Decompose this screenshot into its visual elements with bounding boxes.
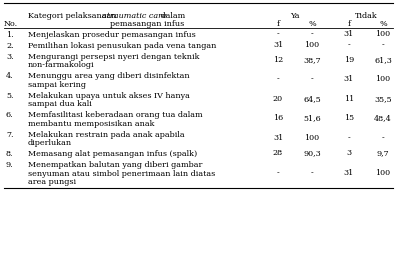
- Text: %: %: [308, 21, 316, 28]
- Text: 31: 31: [273, 134, 283, 142]
- Text: 100: 100: [305, 41, 320, 49]
- Text: 90,3: 90,3: [303, 149, 321, 157]
- Text: 9,7: 9,7: [377, 149, 389, 157]
- Text: 100: 100: [375, 169, 391, 177]
- Text: No.: No.: [4, 21, 18, 28]
- Text: 12: 12: [273, 56, 283, 64]
- Text: 28: 28: [273, 149, 283, 157]
- Text: -: -: [348, 41, 350, 49]
- Text: area pungsi: area pungsi: [28, 178, 76, 186]
- Text: sampai dua kali: sampai dua kali: [28, 100, 92, 108]
- Text: Melakukan restrain pada anak apabila: Melakukan restrain pada anak apabila: [28, 131, 184, 139]
- Text: membantu memposisikan anak: membantu memposisikan anak: [28, 120, 154, 128]
- Text: non-farmakologi: non-farmakologi: [28, 61, 95, 69]
- Text: Melakukan upaya untuk akses IV hanya: Melakukan upaya untuk akses IV hanya: [28, 92, 190, 100]
- Text: f: f: [276, 21, 280, 28]
- Text: 64,5: 64,5: [303, 95, 321, 103]
- Text: Menempatkan balutan yang diberi gambar: Menempatkan balutan yang diberi gambar: [28, 161, 202, 169]
- Text: Kategori pelaksanaan: Kategori pelaksanaan: [28, 12, 119, 20]
- Text: pemasangan infus: pemasangan infus: [110, 21, 184, 28]
- Text: Memasang alat pemasangan infus (spalk): Memasang alat pemasangan infus (spalk): [28, 150, 197, 158]
- Text: 6.: 6.: [6, 111, 13, 119]
- Text: sampai kering: sampai kering: [28, 81, 86, 89]
- Text: %: %: [379, 21, 387, 28]
- Text: -: -: [276, 169, 279, 177]
- Text: 3: 3: [346, 149, 352, 157]
- Text: -: -: [382, 41, 384, 49]
- Text: Menjelaskan prosedur pemasangan infus: Menjelaskan prosedur pemasangan infus: [28, 31, 196, 39]
- Text: -: -: [310, 75, 313, 84]
- Text: 20: 20: [273, 95, 283, 103]
- Text: 5.: 5.: [6, 92, 13, 100]
- Text: Ya: Ya: [290, 12, 300, 20]
- Text: 31: 31: [344, 169, 354, 177]
- Text: -: -: [310, 30, 313, 38]
- Text: dalam: dalam: [158, 12, 185, 20]
- Text: -: -: [382, 134, 384, 142]
- Text: -: -: [310, 169, 313, 177]
- Text: 19: 19: [344, 56, 354, 64]
- Text: 4.: 4.: [6, 72, 13, 80]
- Text: 31: 31: [344, 75, 354, 84]
- Text: Memfasilitasi keberadaan orang tua dalam: Memfasilitasi keberadaan orang tua dalam: [28, 111, 203, 119]
- Text: f: f: [348, 21, 350, 28]
- Text: diperlukan: diperlukan: [28, 139, 72, 147]
- Text: Tidak: Tidak: [355, 12, 377, 20]
- Text: 35,5: 35,5: [374, 95, 392, 103]
- Text: 31: 31: [273, 41, 283, 49]
- Text: senyuman atau simbol penerimaan lain diatas: senyuman atau simbol penerimaan lain dia…: [28, 170, 215, 178]
- Text: 8.: 8.: [6, 150, 13, 158]
- Text: 31: 31: [344, 30, 354, 38]
- Text: 51,6: 51,6: [303, 115, 321, 122]
- Text: 38,7: 38,7: [303, 56, 321, 64]
- Text: Menunggu area yang diberi disinfektan: Menunggu area yang diberi disinfektan: [28, 72, 190, 80]
- Text: -: -: [348, 134, 350, 142]
- Text: 2.: 2.: [6, 42, 13, 50]
- Text: 11: 11: [344, 95, 354, 103]
- Text: 100: 100: [305, 134, 320, 142]
- Text: 100: 100: [375, 30, 391, 38]
- Text: 9.: 9.: [6, 161, 13, 169]
- Text: 15: 15: [344, 115, 354, 122]
- Text: 48,4: 48,4: [374, 115, 392, 122]
- Text: atraumatic care: atraumatic care: [102, 12, 167, 20]
- Text: Pemilihan lokasi penusukan pada vena tangan: Pemilihan lokasi penusukan pada vena tan…: [28, 42, 216, 50]
- Text: 100: 100: [375, 75, 391, 84]
- Text: 7.: 7.: [6, 131, 13, 139]
- Text: -: -: [276, 75, 279, 84]
- Text: 16: 16: [273, 115, 283, 122]
- Text: Mengurangi persepsi nyeri dengan teknik: Mengurangi persepsi nyeri dengan teknik: [28, 53, 199, 61]
- Text: 1.: 1.: [6, 31, 13, 39]
- Text: -: -: [276, 30, 279, 38]
- Text: 61,3: 61,3: [374, 56, 392, 64]
- Text: 3.: 3.: [6, 53, 13, 61]
